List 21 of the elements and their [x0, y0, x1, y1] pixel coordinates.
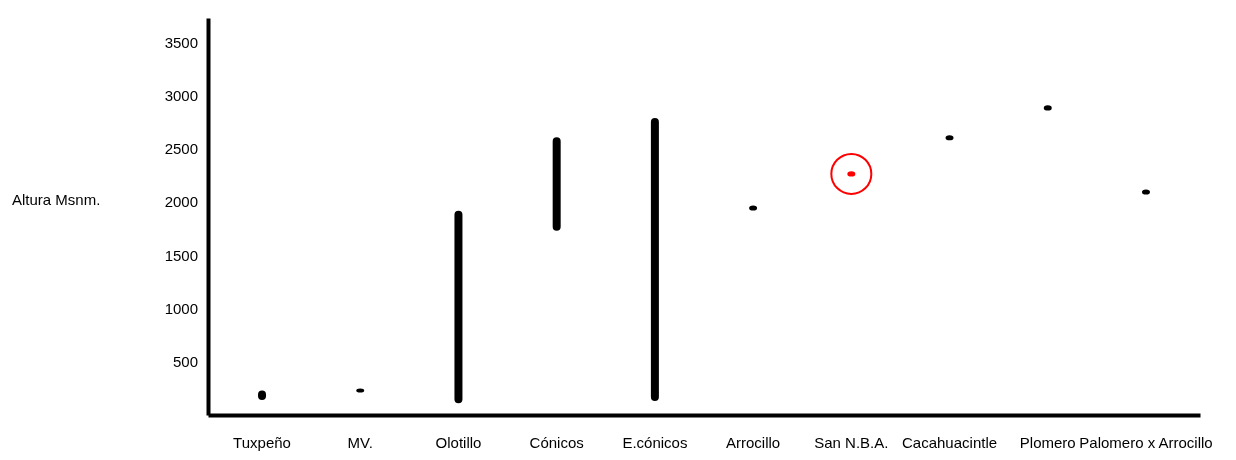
x-tick-label: Tuxpeño: [233, 433, 291, 451]
x-tick-label: MV.: [347, 433, 373, 451]
x-tick-label: Cónicos: [529, 433, 584, 451]
y-tick-label: 1000: [164, 299, 198, 317]
bar: [650, 118, 659, 402]
x-tick-label: Arrocillo: [726, 433, 781, 451]
y-tick-label: 3000: [164, 87, 198, 104]
x-tick-label: Palomero x Arrocillo: [1079, 433, 1213, 451]
x-tick-label: E.cónicos: [622, 433, 688, 451]
y-axis-title: Altura Msnm.: [12, 191, 101, 208]
y-tick-label: 2000: [164, 193, 198, 211]
x-tick-label: San N.B.A.: [814, 433, 889, 451]
y-tick-label: 1500: [164, 246, 198, 264]
y-tick-label: 3500: [164, 33, 198, 51]
bar: [454, 210, 463, 404]
x-tick-label: Cacahuacintle: [902, 433, 998, 451]
x-tick-label: Olotillo: [435, 433, 482, 451]
x-tick-label: Plomero: [1019, 433, 1076, 451]
bar: [552, 137, 561, 231]
y-tick-label: 2500: [164, 140, 198, 158]
y-tick-label: 500: [172, 353, 198, 371]
